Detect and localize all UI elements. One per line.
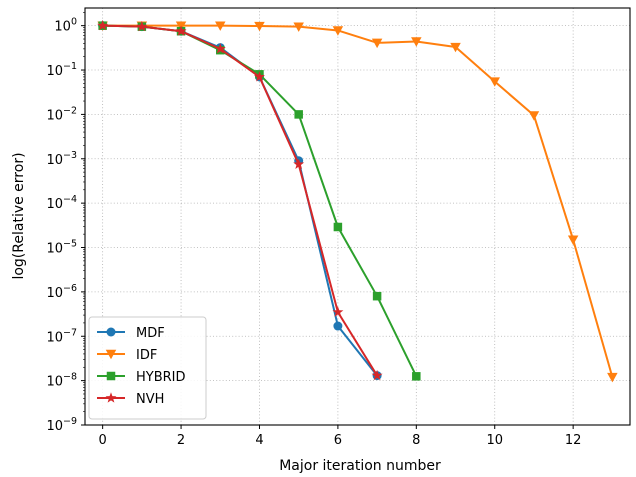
legend-box xyxy=(88,316,207,420)
data-point-hybrid xyxy=(333,222,343,232)
data-point-idf xyxy=(567,235,579,245)
axis-ticks: 0 2 4 6 8 10 1210−910−810−710−610−510−410−310−… xyxy=(46,12,581,448)
y-tick-label: 10−2 xyxy=(46,105,77,123)
y-tick-base: 10 xyxy=(46,242,63,257)
legend: MDF IDF HYBRID NVH xyxy=(88,316,207,420)
data-point-idf xyxy=(371,38,383,49)
data-point-nvh xyxy=(214,43,226,54)
data-point-nvh xyxy=(254,71,265,82)
y-tick-exponent: −7 xyxy=(63,327,77,338)
y-tick-label: 10−1 xyxy=(46,61,77,79)
series-line-nvh xyxy=(102,24,378,377)
x-tick-label: 0 xyxy=(99,433,107,448)
y-tick-base: 10 xyxy=(46,153,63,168)
data-point-idf xyxy=(528,111,540,121)
y-tick-base: 10 xyxy=(46,375,63,390)
y-axis-label: log(Relative error) xyxy=(11,152,27,279)
y-tick-exponent: −1 xyxy=(63,61,77,72)
y-tick-label: 10−5 xyxy=(46,239,77,257)
y-tick-exponent: −9 xyxy=(63,416,77,427)
series-nvh xyxy=(97,19,383,381)
y-tick-label: 10−9 xyxy=(46,416,77,434)
x-tick-label: 4 xyxy=(255,433,263,448)
y-tick-exponent: −4 xyxy=(63,194,77,205)
data-point-nvh xyxy=(371,369,383,381)
legend-label: HYBRID xyxy=(136,370,186,385)
data-point-idf xyxy=(450,42,461,53)
data-point-idf xyxy=(489,77,500,87)
data-point-nvh xyxy=(136,20,148,32)
y-tick-base: 10 xyxy=(46,330,63,345)
data-point-hybrid xyxy=(294,110,303,119)
data-point-nvh xyxy=(332,306,344,317)
y-tick-label: 100 xyxy=(54,17,77,35)
y-tick-label: 10−3 xyxy=(46,150,77,168)
y-tick-exponent: −2 xyxy=(63,105,77,116)
y-tick-label: 10−4 xyxy=(46,194,77,212)
x-tick-label: 10 xyxy=(486,433,503,448)
y-tick-label: 10−6 xyxy=(46,283,77,301)
x-tick-label: 8 xyxy=(412,433,420,448)
y-tick-base: 10 xyxy=(46,419,63,434)
y-tick-exponent: −5 xyxy=(63,239,77,250)
x-tick-label: 2 xyxy=(177,433,185,448)
x-axis-label: Major iteration number xyxy=(279,458,441,474)
data-point-idf xyxy=(293,22,304,32)
y-tick-exponent: 0 xyxy=(71,17,77,28)
legend-item-idf: IDF xyxy=(97,348,157,363)
x-tick-label: 6 xyxy=(334,433,342,448)
legend-label: NVH xyxy=(136,392,164,407)
data-point-idf xyxy=(332,26,344,36)
y-tick-base: 10 xyxy=(46,64,63,79)
legend-marker xyxy=(105,392,117,403)
legend-marker xyxy=(106,327,116,337)
data-point-idf xyxy=(215,21,226,31)
data-point-nvh xyxy=(97,19,109,31)
y-tick-exponent: −8 xyxy=(63,372,77,383)
legend-label: IDF xyxy=(136,348,157,363)
y-tick-exponent: −6 xyxy=(63,283,77,294)
series-layer xyxy=(97,19,618,383)
data-point-hybrid xyxy=(372,291,382,301)
data-point-hybrid xyxy=(412,372,421,381)
legend-marker xyxy=(105,349,117,360)
legend-item-mdf: MDF xyxy=(97,326,165,341)
y-tick-label: 10−7 xyxy=(46,327,77,345)
series-line-idf xyxy=(102,24,614,378)
data-point-nvh xyxy=(293,158,305,169)
data-point-idf xyxy=(254,21,265,32)
x-tick-label: 12 xyxy=(565,433,582,448)
legend-marker xyxy=(106,371,116,381)
y-tick-base: 10 xyxy=(46,197,63,212)
legend-item-nvh: NVH xyxy=(97,392,164,407)
data-point-idf xyxy=(411,37,422,47)
y-tick-exponent: −3 xyxy=(63,150,77,161)
legend-label: MDF xyxy=(136,326,165,341)
data-point-idf xyxy=(607,372,618,383)
y-tick-base: 10 xyxy=(54,20,71,35)
data-point-mdf xyxy=(333,321,343,331)
y-tick-base: 10 xyxy=(46,286,63,301)
y-tick-base: 10 xyxy=(46,108,63,123)
data-point-nvh xyxy=(175,25,187,36)
y-tick-label: 10−8 xyxy=(46,372,77,390)
legend-item-hybrid: HYBRID xyxy=(97,370,186,385)
